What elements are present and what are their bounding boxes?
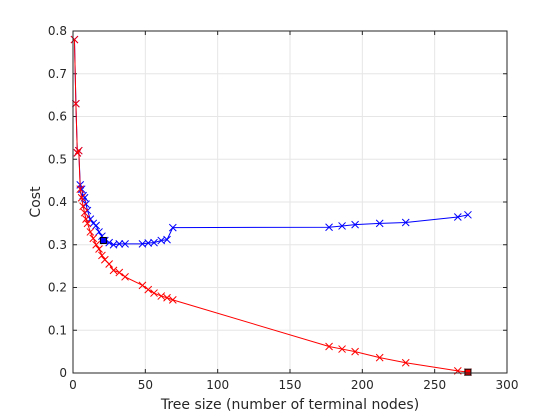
- data-point-marker: [453, 213, 462, 221]
- series-1: [70, 35, 472, 376]
- data-point-marker: [76, 185, 85, 194]
- y-tick-label: 0: [59, 366, 67, 380]
- data-point-marker: [82, 215, 90, 223]
- data-point-marker: [375, 219, 384, 228]
- data-point-marker: [163, 235, 171, 244]
- x-tick-label: 0: [69, 378, 77, 392]
- data-point-marker: [150, 289, 158, 297]
- data-point-marker: [89, 234, 98, 243]
- data-point-marker: [83, 219, 92, 228]
- data-point-marker: [401, 358, 410, 367]
- data-point-marker: [70, 35, 79, 44]
- y-tick-label: 0.8: [48, 24, 67, 38]
- x-tick-label: 100: [206, 378, 229, 392]
- plot-axes: 0 50 100 150 200 250 300 0 0.1 0.2 0.3 0.4 0.5 0.6 0.…: [48, 24, 519, 392]
- highlight-layer: [99, 236, 472, 376]
- data-point-marker: [105, 260, 114, 268]
- x-tick-label: 300: [496, 378, 519, 392]
- data-point-marker: [351, 347, 359, 356]
- data-point-marker: [375, 353, 384, 362]
- data-point-marker: [115, 240, 124, 248]
- data-point-marker: [168, 223, 177, 232]
- data-point-marker: [79, 202, 87, 211]
- data-point-marker: [95, 228, 103, 236]
- y-tick-label: 0.3: [48, 238, 67, 252]
- data-point-marker: [464, 210, 472, 219]
- data-point-marker: [338, 345, 346, 353]
- data-point-marker: [80, 208, 89, 217]
- data-point-marker: [168, 296, 177, 304]
- data-point-marker: [325, 223, 333, 232]
- highlighted-point-marker: [464, 368, 472, 376]
- data-point-marker: [72, 99, 80, 108]
- data-point-marker: [325, 342, 333, 351]
- data-point-marker: [92, 221, 101, 230]
- x-tick-label: 250: [423, 378, 446, 392]
- data-point-marker: [150, 238, 158, 247]
- y-tick-label: 0.1: [48, 323, 67, 337]
- data-point-marker: [109, 266, 118, 275]
- y-tick-label: 0.5: [48, 152, 67, 166]
- y-tick-label: 0.2: [48, 281, 67, 295]
- y-tick-label: 0.6: [48, 110, 67, 124]
- x-tick-label: 200: [351, 378, 374, 392]
- x-tick-label: 50: [138, 378, 153, 392]
- data-point-marker: [157, 292, 166, 300]
- data-point-marker: [121, 272, 129, 281]
- data-point-marker: [138, 281, 147, 290]
- data-point-marker: [77, 193, 86, 202]
- data-point-marker: [144, 285, 153, 294]
- x-axis-label: Tree size (number of terminal nodes): [160, 397, 419, 413]
- data-point-marker: [401, 218, 410, 227]
- data-point-marker: [74, 146, 83, 155]
- data-point-marker: [92, 240, 101, 249]
- data-point-marker: [338, 222, 346, 230]
- data-point-marker: [115, 268, 124, 277]
- series-layer: [70, 35, 472, 376]
- data-point-marker: [163, 293, 171, 302]
- data-point-marker: [121, 240, 129, 248]
- y-tick-label: 0.4: [48, 195, 67, 209]
- data-point-marker: [77, 185, 86, 194]
- data-point-marker: [86, 228, 95, 236]
- highlighted-point-marker: [99, 236, 107, 244]
- data-point-marker: [351, 220, 359, 229]
- x-tick-label: 150: [279, 378, 302, 392]
- y-tick-label: 0.7: [48, 67, 67, 81]
- y-axis-label: Cost: [28, 186, 44, 218]
- data-point-marker: [98, 251, 106, 260]
- data-point-marker: [95, 245, 103, 253]
- axes-box: [72, 30, 508, 374]
